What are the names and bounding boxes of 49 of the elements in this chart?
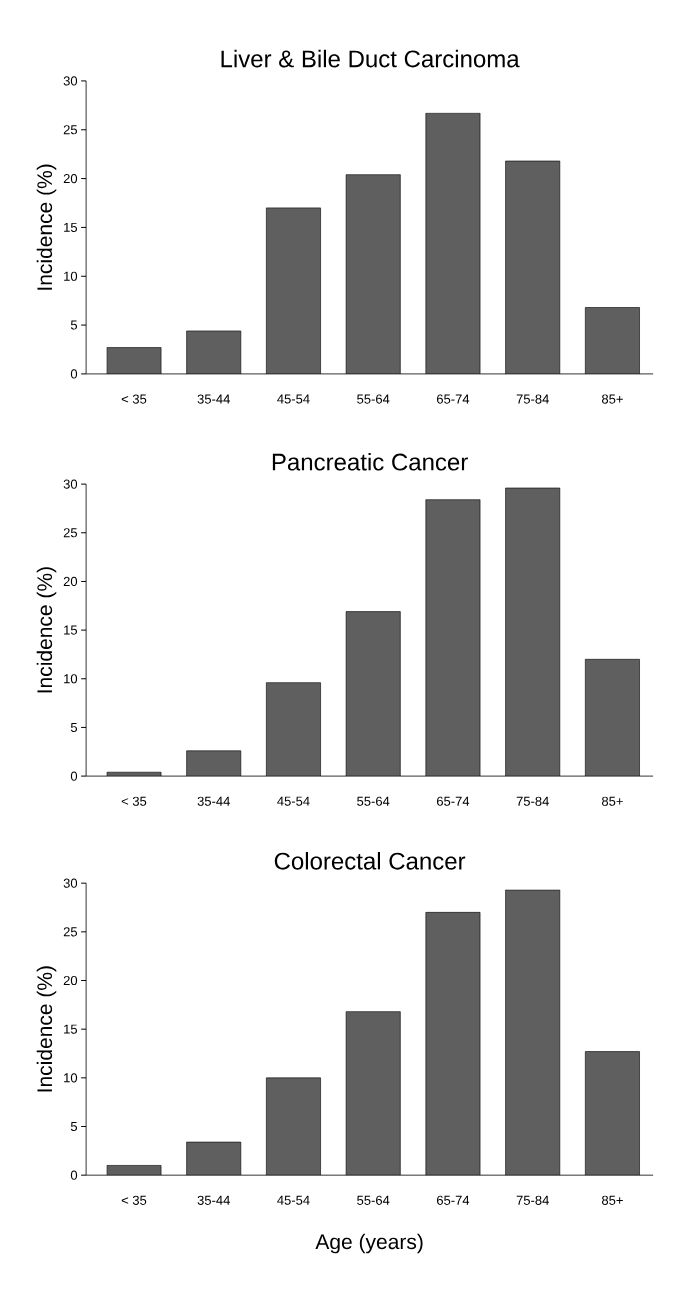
y-tick-label: 25 xyxy=(63,927,78,937)
y-tick-label: 20 xyxy=(63,173,78,184)
y-axis-title: Incidence (%) xyxy=(36,966,57,1092)
x-tick-label: 35-44 xyxy=(197,394,230,404)
x-tick-label: 75-84 xyxy=(516,796,549,806)
x-tick-label: 45-54 xyxy=(277,394,310,404)
y-tick-label: 15 xyxy=(64,625,78,635)
x-tick-label: 35-44 xyxy=(197,796,230,806)
y-tick-label: 15 xyxy=(64,1024,78,1034)
chart-title: Pancreatic Cancer xyxy=(272,452,468,471)
y-tick-label: 0 xyxy=(70,369,78,379)
x-tick-label: 85+ xyxy=(601,394,623,404)
x-tick-label: 55-64 xyxy=(357,394,390,404)
y-tick-label: 30 xyxy=(63,479,78,489)
y-tick-label: 30 xyxy=(63,878,78,888)
x-tick-label: 65-74 xyxy=(436,1195,470,1205)
x-tick-label: 45-54 xyxy=(277,796,310,806)
y-tick-label: 0 xyxy=(70,1170,78,1180)
x-tick-label: 45-54 xyxy=(277,1195,310,1205)
y-tick-label: 0 xyxy=(70,771,78,781)
x-tick-label: 75-84 xyxy=(516,1195,549,1205)
y-tick-label: 25 xyxy=(63,528,78,538)
y-tick-label: 30 xyxy=(63,76,78,86)
y-axis-title: Incidence (%) xyxy=(36,567,57,693)
x-tick-label: < 35 xyxy=(121,394,147,404)
y-tick-label: 10 xyxy=(64,271,78,281)
x-tick-label: 55-64 xyxy=(357,1195,390,1205)
x-tick-label: 85+ xyxy=(601,1195,623,1205)
x-tick-label: 35-44 xyxy=(197,1195,230,1205)
x-tick-label: 65-74 xyxy=(436,394,470,404)
x-tick-label: < 35 xyxy=(121,796,147,806)
y-tick-label: 10 xyxy=(64,1073,78,1083)
x-tick-label: 85+ xyxy=(601,796,623,806)
x-tick-label: 55-64 xyxy=(357,796,390,806)
y-tick-label: 10 xyxy=(64,674,78,684)
y-tick-label: 20 xyxy=(63,576,78,587)
x-tick-label: 65-74 xyxy=(436,796,470,806)
y-tick-label: 5 xyxy=(70,722,78,732)
y-tick-label: 20 xyxy=(63,975,78,986)
x-axis-title: Age (years) xyxy=(315,1233,423,1254)
y-tick-label: 5 xyxy=(70,320,78,330)
x-tick-label: < 35 xyxy=(121,1195,147,1205)
chart-title: Liver & Bile Duct Carcinoma xyxy=(221,49,520,68)
y-tick-label: 5 xyxy=(70,1121,78,1132)
y-tick-label: 25 xyxy=(63,125,78,135)
y-axis-title: Incidence (%) xyxy=(36,164,57,290)
y-tick-label: 15 xyxy=(64,222,78,232)
chart-title: Colorectal Cancer xyxy=(274,852,466,870)
x-tick-label: 75-84 xyxy=(516,394,549,404)
